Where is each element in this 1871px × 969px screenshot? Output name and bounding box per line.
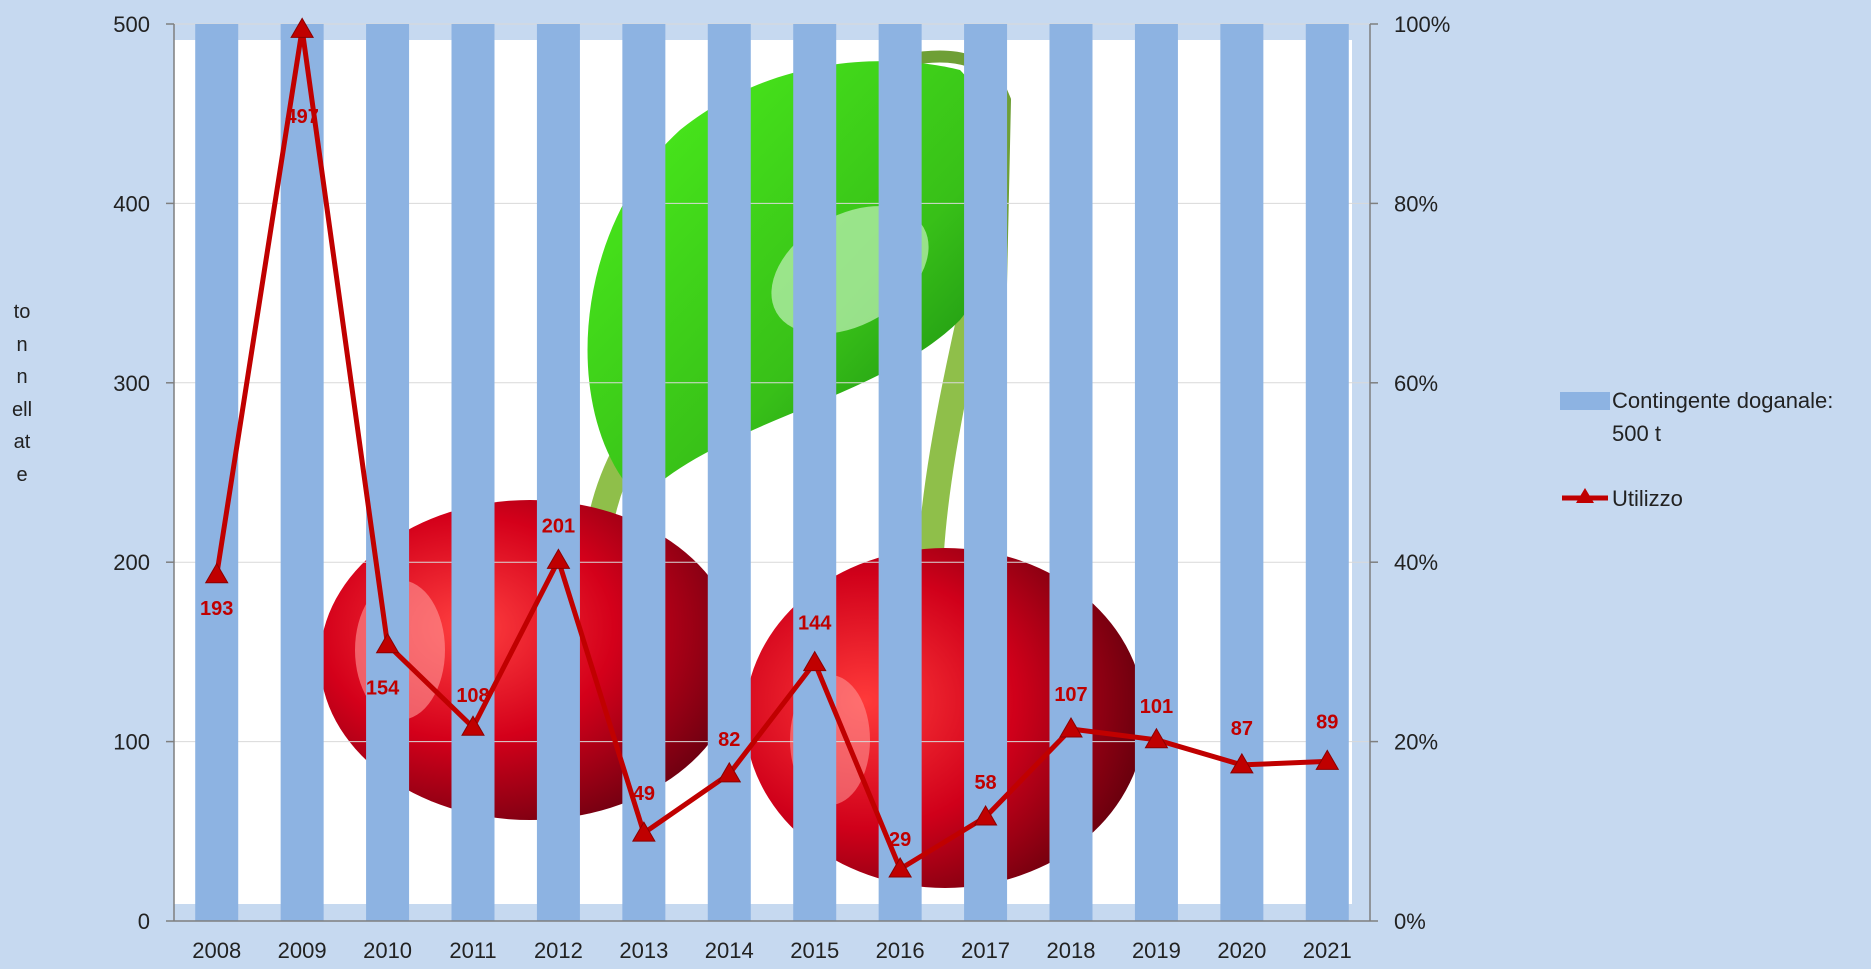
data-label: 89 bbox=[1316, 711, 1338, 733]
x-tick-label: 2021 bbox=[1303, 938, 1352, 963]
x-axis-ticks: 2008 2009 2010 2011 2012 2013 2014 2015 2016 2017… bbox=[192, 938, 1352, 963]
legend: Contingente doganale: 500 t Utilizzo bbox=[1560, 384, 1871, 515]
x-tick-label: 2011 bbox=[449, 938, 496, 963]
data-label: 193 bbox=[200, 598, 233, 620]
bar bbox=[1049, 24, 1093, 921]
data-label: 107 bbox=[1054, 684, 1087, 706]
y-tick-label: 300 bbox=[113, 371, 150, 396]
y-tick-label: 500 bbox=[113, 12, 150, 37]
bar bbox=[280, 24, 324, 921]
line-marker bbox=[1229, 752, 1254, 774]
y-axis-ticks: 0 100 200 300 400 500 bbox=[113, 12, 174, 934]
x-tick-label: 2009 bbox=[278, 938, 327, 963]
y-axis-title: tonnellate bbox=[12, 301, 33, 486]
line-marker bbox=[375, 632, 400, 654]
x-tick-label: 2020 bbox=[1217, 938, 1266, 963]
x-tick-label: 2018 bbox=[1047, 938, 1096, 963]
x-tick-label: 2015 bbox=[790, 938, 839, 963]
x-tick-label: 2017 bbox=[961, 938, 1010, 963]
data-label: 144 bbox=[798, 613, 832, 635]
y2-tick-label: 20% bbox=[1394, 730, 1438, 755]
x-tick-label: 2016 bbox=[876, 938, 925, 963]
legend-item-line: Utilizzo bbox=[1560, 482, 1871, 515]
line-marker bbox=[204, 562, 229, 584]
bar bbox=[1305, 24, 1349, 921]
legend-item-bar: Contingente doganale: 500 t bbox=[1560, 384, 1871, 450]
data-label: 49 bbox=[633, 783, 655, 805]
bar bbox=[366, 24, 410, 921]
data-label: 29 bbox=[889, 829, 911, 851]
bar bbox=[878, 24, 922, 921]
bar bbox=[964, 24, 1008, 921]
y-tick-label: 0 bbox=[138, 909, 150, 934]
legend-line-label: Utilizzo bbox=[1612, 486, 1683, 511]
line-marker bbox=[290, 17, 315, 38]
data-label: 154 bbox=[366, 678, 400, 700]
x-tick-label: 2013 bbox=[619, 938, 668, 963]
x-tick-label: 2012 bbox=[534, 938, 583, 963]
y2-tick-label: 100% bbox=[1394, 12, 1450, 37]
data-label: 82 bbox=[718, 729, 740, 751]
legend-bar-label: Contingente doganale: 500 t bbox=[1612, 388, 1834, 446]
line-marker bbox=[631, 821, 656, 842]
data-label: 58 bbox=[974, 772, 996, 794]
bar bbox=[1220, 24, 1264, 921]
line-marker bbox=[802, 650, 827, 672]
bar bbox=[1134, 24, 1178, 921]
y-tick-label: 100 bbox=[113, 730, 150, 755]
y-tick-label: 200 bbox=[113, 550, 150, 575]
x-tick-label: 2019 bbox=[1132, 938, 1181, 963]
legend-line-swatch bbox=[1560, 482, 1610, 512]
y2-tick-label: 0% bbox=[1394, 909, 1426, 934]
line-marker bbox=[461, 715, 485, 736]
line-marker bbox=[1059, 717, 1083, 738]
data-label: 101 bbox=[1140, 696, 1173, 718]
bar bbox=[793, 24, 837, 921]
data-label: 87 bbox=[1231, 718, 1253, 740]
line-marker bbox=[546, 548, 571, 569]
line-marker bbox=[973, 804, 998, 826]
data-labels: 193 497 154 108 201 49 82 144 29 58 107 101 87 89 bbox=[200, 106, 1338, 851]
data-label: 497 bbox=[285, 106, 318, 128]
x-tick-label: 2014 bbox=[705, 938, 754, 963]
y2-tick-label: 80% bbox=[1394, 191, 1438, 216]
bar bbox=[536, 24, 580, 921]
line-path bbox=[214, 26, 1328, 872]
legend-bar-swatch bbox=[1560, 392, 1610, 410]
x-tick-label: 2008 bbox=[192, 938, 241, 963]
line-series bbox=[204, 17, 1340, 878]
data-label: 201 bbox=[542, 515, 575, 537]
bar bbox=[622, 24, 666, 921]
y-tick-label: 400 bbox=[113, 191, 150, 216]
y2-axis-ticks: 0% 20% 40% 60% 80% 100% bbox=[1370, 12, 1450, 934]
x-tick-label: 2010 bbox=[363, 938, 412, 963]
y2-tick-label: 60% bbox=[1394, 371, 1438, 396]
data-label: 108 bbox=[456, 685, 489, 707]
bar bbox=[451, 24, 495, 921]
line-marker bbox=[717, 761, 742, 783]
bar-series bbox=[195, 24, 1349, 921]
y2-tick-label: 40% bbox=[1394, 550, 1438, 575]
line-marker bbox=[1315, 749, 1340, 770]
line-marker bbox=[888, 856, 913, 878]
line-marker bbox=[1144, 727, 1169, 749]
